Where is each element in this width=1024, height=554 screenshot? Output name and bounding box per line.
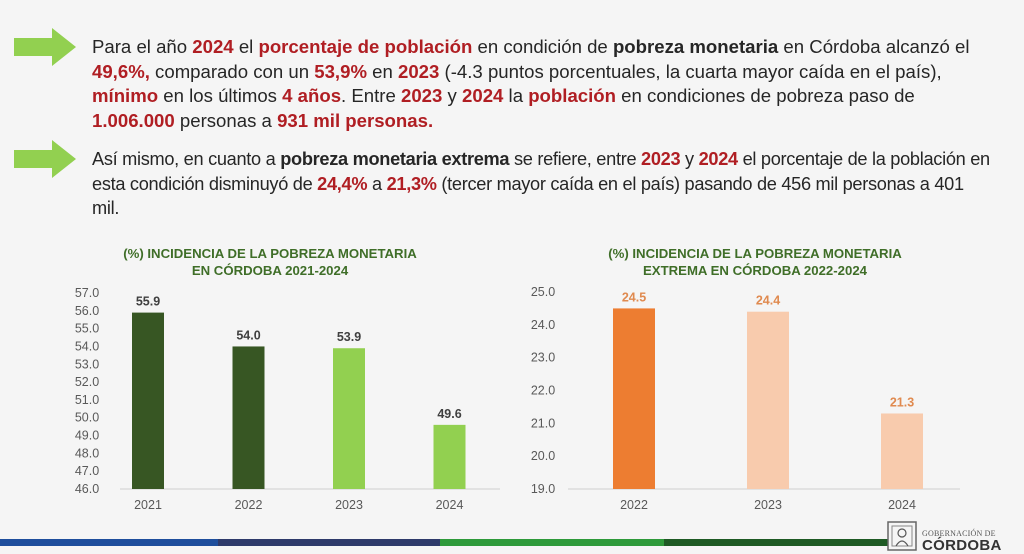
bar-2023 xyxy=(747,311,789,489)
y-tick-label: 46.0 xyxy=(75,482,99,496)
y-tick-label: 25.0 xyxy=(531,285,555,299)
highlight-text: 2024 xyxy=(462,85,504,106)
y-tick-label: 56.0 xyxy=(75,304,99,318)
y-tick-label: 20.0 xyxy=(531,449,555,463)
y-tick-label: 52.0 xyxy=(75,375,99,389)
body-text: (tercer mayor caída en el país) pasando … xyxy=(92,173,964,219)
data-label: 21.3 xyxy=(890,395,914,409)
x-tick-label: 2024 xyxy=(888,498,916,512)
y-tick-label: 57.0 xyxy=(75,286,99,300)
y-tick-label: 51.0 xyxy=(75,393,99,407)
bold-text: pobreza monetaria extrema xyxy=(280,149,510,169)
y-tick-label: 54.0 xyxy=(75,339,99,353)
bullet-text-poverty: Para el año 2024 el porcentaje de poblac… xyxy=(92,35,992,133)
body-text: en condición de xyxy=(472,36,613,57)
bar-2022 xyxy=(613,308,655,489)
y-tick-label: 21.0 xyxy=(531,416,555,430)
x-tick-label: 2022 xyxy=(235,498,263,512)
footer-stripe-blue xyxy=(0,539,218,546)
body-text: y xyxy=(442,85,463,106)
arrow-right-icon xyxy=(14,28,76,66)
bar-2021 xyxy=(132,312,164,489)
highlight-text: 21,3% xyxy=(386,173,437,194)
highlight-text: 49,6%, xyxy=(92,60,150,82)
body-text: la xyxy=(503,85,529,106)
data-label: 24.5 xyxy=(622,290,646,304)
chart-title-line: (%) INCIDENCIA DE LA POBREZA MONETARIA xyxy=(608,246,902,261)
cordoba-emblem-icon xyxy=(887,521,917,551)
body-text: Así mismo, en cuanto a xyxy=(92,149,281,169)
y-tick-label: 24.0 xyxy=(531,318,555,332)
data-label: 54.0 xyxy=(236,328,260,342)
body-text: . Entre xyxy=(341,85,401,106)
footer-stripe-green xyxy=(440,539,664,546)
highlight-text: 2023 xyxy=(401,85,443,106)
highlight-text: 4 años xyxy=(282,85,342,106)
highlight-text: porcentaje de población xyxy=(258,36,473,57)
highlight-text: 24,4% xyxy=(317,173,368,194)
body-text: Para el año xyxy=(92,36,193,57)
body-text: en los últimos xyxy=(158,85,283,106)
body-text: en Córdoba alcanzó el xyxy=(778,36,970,57)
body-text: (-4.3 puntos porcentuales, la cuarta may… xyxy=(439,60,942,82)
bar-2022 xyxy=(232,346,265,489)
x-tick-label: 2024 xyxy=(436,498,464,512)
footer-stripe-navy xyxy=(218,539,440,546)
highlight-text: población xyxy=(528,85,617,106)
highlight-text: 53,9% xyxy=(314,60,367,82)
chart-title-line: (%) INCIDENCIA DE LA POBREZA MONETARIA xyxy=(123,246,417,261)
y-tick-label: 49.0 xyxy=(75,429,99,443)
body-text: se refiere, entre xyxy=(509,149,642,169)
bar-2023 xyxy=(333,348,365,489)
bullet-text-extreme-poverty: Así mismo, en cuanto a pobreza monetaria… xyxy=(92,147,992,221)
data-label: 53.9 xyxy=(337,330,361,344)
y-tick-label: 55.0 xyxy=(75,322,99,336)
y-tick-label: 53.0 xyxy=(75,357,99,371)
highlight-text: 2023 xyxy=(641,149,681,169)
body-text: y xyxy=(680,149,699,169)
highlight-text: 2024 xyxy=(698,149,739,169)
x-tick-label: 2023 xyxy=(335,498,363,512)
highlight-text: 2023 xyxy=(398,60,440,82)
chart-title-line: EN CÓRDOBA 2021-2024 xyxy=(191,263,349,278)
chart-title-extreme-poverty: (%) INCIDENCIA DE LA POBREZA MONETARIA E… xyxy=(530,245,980,279)
chart-title-line: EXTREMA EN CÓRDOBA 2022-2024 xyxy=(642,263,867,278)
body-text: en xyxy=(366,60,398,82)
highlight-text: mínimo xyxy=(92,85,159,106)
bar-2024 xyxy=(433,424,466,489)
bold-text: pobreza monetaria xyxy=(612,36,779,57)
chart-title-poverty: (%) INCIDENCIA DE LA POBREZA MONETARIA E… xyxy=(60,245,480,279)
y-tick-label: 50.0 xyxy=(75,411,99,425)
body-text: en condiciones de pobreza paso de xyxy=(616,85,915,106)
highlight-text: 2024 xyxy=(192,36,234,57)
logo-title: CÓRDOBA xyxy=(922,537,1002,554)
logo-subtitle: GOBERNACIÓN DE xyxy=(922,529,996,538)
y-tick-label: 47.0 xyxy=(75,464,99,478)
x-tick-label: 2022 xyxy=(620,498,648,512)
body-text: a xyxy=(367,173,387,194)
body-text: personas a xyxy=(174,109,278,131)
arrow-right-icon xyxy=(14,140,76,178)
body-text: el porcentaje de la población en esta co… xyxy=(92,149,990,194)
body-text: el xyxy=(233,36,259,57)
y-tick-label: 22.0 xyxy=(531,384,555,398)
highlight-text: 931 mil personas. xyxy=(277,109,434,131)
y-tick-label: 19.0 xyxy=(531,482,555,496)
data-label: 55.9 xyxy=(136,295,160,309)
data-label: 24.4 xyxy=(756,294,780,308)
footer-stripe-darkgreen xyxy=(664,539,888,546)
data-label: 49.6 xyxy=(437,407,461,421)
y-tick-label: 23.0 xyxy=(531,351,555,365)
x-tick-label: 2023 xyxy=(754,498,782,512)
highlight-text: 1.006.000 xyxy=(92,109,175,131)
bar-2024 xyxy=(881,413,923,489)
y-tick-label: 48.0 xyxy=(75,446,99,460)
body-text: comparado con un xyxy=(149,60,315,82)
x-tick-label: 2021 xyxy=(134,498,162,512)
